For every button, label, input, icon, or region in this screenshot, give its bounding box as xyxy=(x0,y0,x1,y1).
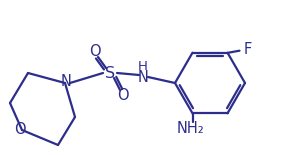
Text: O: O xyxy=(14,122,26,137)
Text: F: F xyxy=(243,42,252,57)
Text: N: N xyxy=(60,75,72,89)
Text: S: S xyxy=(105,66,115,80)
Text: O: O xyxy=(89,44,101,58)
Text: N: N xyxy=(138,69,148,84)
Text: O: O xyxy=(117,89,129,104)
Text: NH₂: NH₂ xyxy=(177,121,204,136)
Text: H: H xyxy=(138,60,148,73)
